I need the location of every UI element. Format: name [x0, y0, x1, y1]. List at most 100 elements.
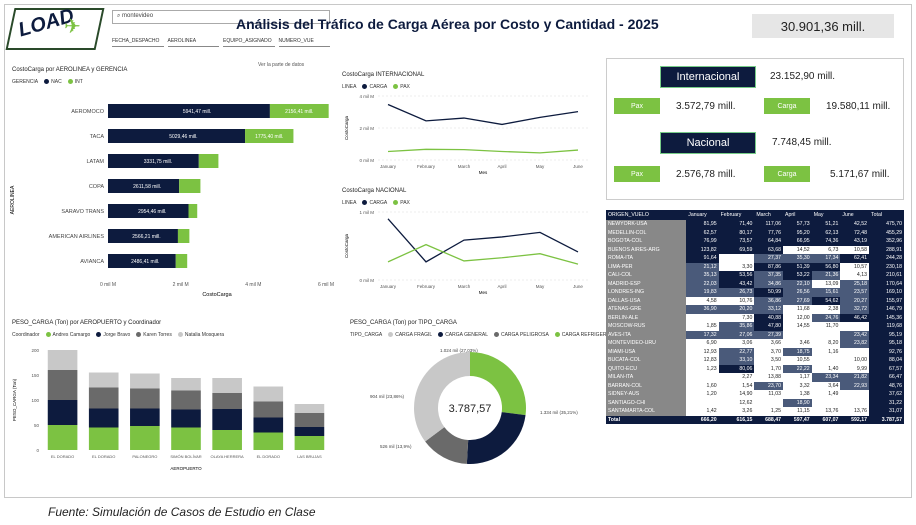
table-row[interactable]: NEWYORK-USA 81,95 71,40 117,06 57,73 51,21 42,…	[606, 220, 904, 229]
table-row[interactable]: MEDELLIN-COL 62,57 80,17 77,76 95,20 62,13 72,…	[606, 228, 904, 237]
table-row[interactable]: SANTAMARTA-COL 1,42 3,26 1,25 11,15 13,76 13,7…	[606, 407, 904, 416]
slicer-aerolinea[interactable]: AEROLINEA	[167, 38, 219, 47]
matrix-header-cell[interactable]: April	[783, 210, 812, 220]
table-cell: 1,16	[811, 347, 841, 356]
table-row[interactable]: LONDRES-ING 19,83 26,73 50,99 26,56 15,61 23,5…	[606, 288, 904, 297]
table-row[interactable]: MOSCOW-RUS 1,85 35,86 47,80 14,55 11,70 119,68	[606, 322, 904, 331]
table-cell: 10,57	[840, 262, 870, 271]
bar-int	[108, 229, 178, 243]
legend-item-1: CARGA GENERAL	[438, 332, 488, 338]
table-cell: 72,48	[840, 228, 870, 237]
donut-label: 1.024 mil (27,03%)	[440, 348, 478, 353]
matrix-header-cell[interactable]: ORIGEN_VUELO	[606, 210, 687, 220]
table-cell: 22,03	[686, 279, 719, 288]
table-cell: BOGOTA-COL	[606, 237, 687, 246]
legend-label: GERENCIA	[12, 79, 39, 85]
table-cell: 95,20	[783, 228, 812, 237]
matrix-header-cell[interactable]: Total	[869, 210, 904, 220]
table-row[interactable]: BUENOS AIRES-ARG 123,82 69,59 63,68 14,52 6,7…	[606, 245, 904, 254]
x-tick-label: April	[497, 284, 506, 289]
stack-segment	[88, 387, 119, 409]
stack-segment	[171, 378, 201, 391]
table-cell: 1,23	[686, 364, 719, 373]
matrix-header-cell[interactable]: March	[754, 210, 784, 220]
airline-chart-title: CostoCarga por AEROLINEA y GERENCIA	[12, 67, 128, 73]
matrix-header-cell[interactable]: May	[811, 210, 841, 220]
table-cell: 35,13	[686, 271, 719, 280]
table-row[interactable]: MILAN-ITA 2,27 13,88 1,17 23,34 21,82 66,47	[606, 373, 904, 382]
intl-line-chart: 4 mil M 2 mil M 0 mil M January February Marc…	[344, 94, 588, 175]
table-cell: 24,76	[811, 313, 841, 322]
table-cell: 23,42	[840, 330, 870, 339]
table-cell: 123,82	[686, 245, 719, 254]
y-tick-label: 4 mil M	[360, 94, 375, 99]
table-row[interactable]: SANTIAGO-CHI 12,62 18,90 31,22	[606, 398, 904, 407]
table-row[interactable]: BUCATA-COL 12,83 33,10 3,50 10,55 10,00 88,04	[606, 356, 904, 365]
table-cell: 80,17	[718, 228, 755, 237]
int-pax-button[interactable]: Pax	[614, 98, 660, 114]
table-row[interactable]: BARRAN-COL 1,60 1,54 23,70 3,32 3,64 22,93 48,7…	[606, 381, 904, 390]
table-cell: 1,17	[783, 373, 812, 382]
table-cell: 4,13	[840, 271, 870, 280]
nac-pax-value: 2.576,78 mill.	[676, 169, 736, 180]
stack-segment	[212, 378, 242, 393]
airline-chart-note[interactable]: Ver la parte de datos	[258, 62, 305, 68]
x-tick-label: May	[536, 284, 545, 289]
matrix-header-cell[interactable]: June	[840, 210, 870, 220]
table-row[interactable]: CALI-COL 35,13 53,56 37,35 53,22 21,36 4,13 210…	[606, 271, 904, 280]
table-cell: 62,57	[686, 228, 719, 237]
search-input[interactable]: ⌕ montevideo	[112, 10, 330, 24]
int-carga-button[interactable]: Carga	[764, 98, 810, 114]
table-cell	[811, 330, 841, 339]
table-row[interactable]: MADRID-ESP 22,03 43,42 34,86 22,10 13,09 25,18…	[606, 279, 904, 288]
matrix-header-cell[interactable]: February	[718, 210, 755, 220]
matrix-header-cell[interactable]: January	[686, 210, 719, 220]
slicer-equipo[interactable]: EQUIPO_ASIGNADO	[223, 38, 275, 47]
table-row[interactable]: Total 666,20 616,15 688,47 597,47 607,07 592,1…	[606, 415, 904, 424]
stack-segment	[212, 393, 242, 409]
series-line-carga	[387, 218, 579, 263]
table-cell: 35,30	[783, 254, 812, 263]
x-tick-label: LAS BRUJAS	[297, 454, 322, 459]
y-axis-label: PESO_CARGA (Ton)	[12, 378, 17, 421]
table-row[interactable]: LIMA-PER 21,12 3,30 87,86 51,39 56,80 10,57 230…	[606, 262, 904, 271]
table-row[interactable]: BERLIN-ALE 7,30 40,88 12,00 24,76 46,42 145,36	[606, 313, 904, 322]
table-cell: BUCATA-COL	[606, 356, 687, 365]
nac-pax-button[interactable]: Pax	[614, 166, 660, 182]
legend-item-0: Andres Camargo	[45, 332, 90, 338]
bar-int	[108, 204, 189, 218]
legend-text: Natalia Mosquera	[184, 332, 225, 338]
table-cell: 3,32	[783, 381, 812, 390]
y-axis-label: AEROLINEA	[10, 185, 16, 214]
stack-segment	[253, 401, 284, 418]
stack-segment	[212, 409, 242, 430]
total-kpi: 30.901,36 mill.	[752, 14, 894, 38]
bar-nac	[188, 204, 198, 218]
legend-text: CARGA GENERAL	[445, 332, 488, 338]
origin-matrix-table: ORIGEN_VUELO January February March April May…	[606, 210, 904, 424]
table-row[interactable]: MIAMI-USA 12,93 22,77 3,70 18,75 1,16 92,76	[606, 347, 904, 356]
table-cell: 27,39	[754, 330, 784, 339]
slicer-fecha[interactable]: FECHA_DESPACHO	[112, 38, 164, 47]
stack-segment	[253, 432, 284, 450]
table-row[interactable]: BOGOTA-COL 76,99 73,57 64,84 66,95 74,36 43,19…	[606, 237, 904, 246]
table-cell: NEWYORK-USA	[606, 220, 687, 229]
table-row[interactable]: SIDNEY-AUS 1,20 14,90 11,03 1,38 1,49 37,62	[606, 390, 904, 399]
stack-segment	[294, 413, 325, 427]
table-row[interactable]: ATENAS-GRE 36,90 20,20 33,12 11,68 2,38 32,72 1…	[606, 305, 904, 314]
table-cell: 31,07	[869, 407, 904, 416]
table-cell: 22,22	[783, 364, 812, 373]
table-cell: 288,91	[869, 245, 904, 254]
slicer-numero[interactable]: NUMERO_VUE	[278, 38, 330, 47]
table-row[interactable]: ROMA-ITA 91,64 27,37 35,30 17,34 62,41 244,28	[606, 254, 904, 263]
nac-carga-button[interactable]: Carga	[764, 166, 810, 182]
table-row[interactable]: AVES-ITA 17,32 27,06 27,39 23,42 95,19	[606, 330, 904, 339]
legend-item-2: CARGA PELIGROSA	[493, 332, 549, 338]
table-cell: AVES-ITA	[606, 330, 687, 339]
table-row[interactable]: MONTEVIDEO-URU 6,90 3,06 3,66 3,46 8,20 23,82 9…	[606, 339, 904, 348]
table-row[interactable]: DALLAS-USA 4,58 10,76 36,86 27,69 54,62 20,27 1…	[606, 296, 904, 305]
table-cell: QUITO-ECU	[606, 364, 687, 373]
table-cell: 33,12	[754, 305, 784, 314]
table-cell: 10,55	[783, 356, 812, 365]
table-row[interactable]: QUITO-ECU 1,23 80,06 1,70 22,22 1,40 9,99 67,57	[606, 364, 904, 373]
